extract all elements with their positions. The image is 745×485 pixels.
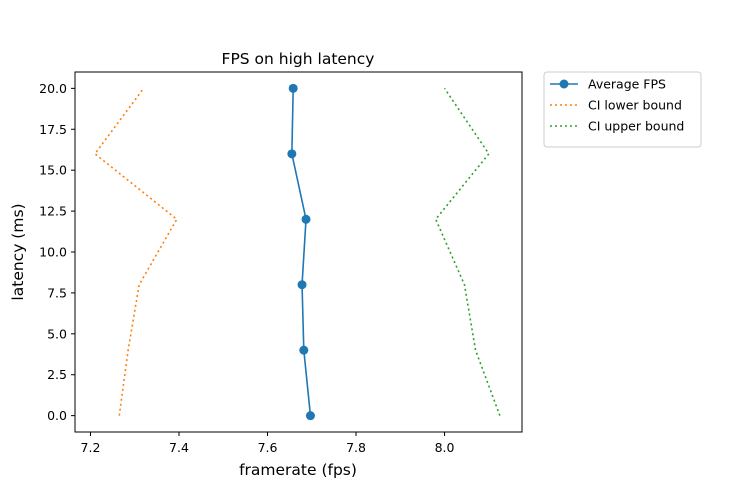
series-0-point-2: [297, 280, 307, 290]
legend-box: [543, 71, 702, 148]
y-tick-label: 2.5: [47, 367, 67, 382]
plot-area: [94, 83, 501, 421]
y-tick-label: 10.0: [39, 245, 67, 260]
series-0-point-0: [305, 411, 315, 421]
x-tick-label: 8.0: [435, 440, 455, 455]
series-0-point-5: [288, 83, 298, 93]
legend: Average FPS CI lower bound CI upper bound: [543, 71, 702, 148]
legend-label-2: CI upper bound: [588, 119, 684, 134]
axes: 7.2 7.4 7.6 7.8 8.0 0.0 2.5 5.0 7.5 10.0 12.5 15.0 1…: [39, 81, 454, 455]
y-tick-label: 7.5: [47, 285, 67, 300]
series-0-point-3: [301, 214, 311, 224]
legend-marker-0: [559, 79, 569, 89]
y-tick-label: 20.0: [39, 81, 67, 96]
series-line-1: [94, 87, 178, 416]
series-line-2: [434, 87, 501, 416]
y-tick-label: 15.0: [39, 163, 67, 178]
chart-title: FPS on high latency: [222, 50, 375, 68]
y-axis-title: latency (ms): [9, 203, 27, 300]
series-0-point-1: [299, 345, 309, 355]
x-tick-label: 7.4: [169, 440, 189, 455]
y-tick-label: 5.0: [47, 326, 67, 341]
x-tick-label: 7.8: [346, 440, 366, 455]
series-line-0: [291, 87, 312, 417]
x-axis-title: framerate (fps): [239, 461, 357, 479]
series-0-point-4: [287, 149, 297, 159]
x-tick-label: 7.6: [258, 440, 278, 455]
y-tick-label: 17.5: [39, 122, 67, 137]
legend-label-1: CI lower bound: [588, 98, 682, 113]
x-tick-label: 7.2: [81, 440, 101, 455]
y-tick-label: 0.0: [47, 408, 67, 423]
legend-label-0: Average FPS: [588, 77, 666, 92]
y-tick-label: 12.5: [39, 204, 67, 219]
